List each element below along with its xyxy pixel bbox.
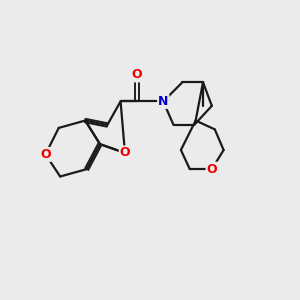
Text: N: N [158, 95, 168, 108]
Text: O: O [120, 146, 130, 159]
Text: O: O [131, 68, 142, 81]
Text: O: O [40, 148, 51, 161]
Text: O: O [206, 163, 217, 176]
